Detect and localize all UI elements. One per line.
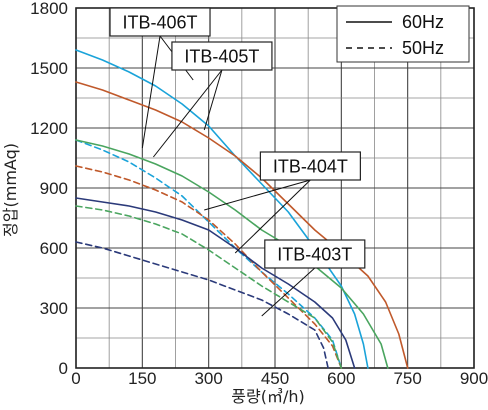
x-tick-label: 450	[261, 369, 289, 388]
x-tick-label: 150	[128, 369, 156, 388]
x-tick-label: 900	[460, 369, 488, 388]
y-tick-label: 1200	[30, 119, 68, 138]
callout-leader-line	[203, 69, 223, 131]
callout-label-itb-405t: ITB-405T	[184, 47, 259, 67]
legend: 60Hz 50Hz	[336, 5, 470, 63]
callout-box	[259, 151, 361, 181]
series-line-itb-405t-50hz	[75, 165, 343, 369]
callout-box	[109, 7, 211, 37]
x-tick-label: 750	[393, 369, 421, 388]
callout-group: ITB-406T ITB-405T ITB-404T ITB-403T	[109, 7, 366, 317]
callout-box	[264, 239, 366, 269]
legend-box	[336, 5, 470, 63]
callout-box	[171, 41, 273, 71]
callout-leader-line	[234, 179, 311, 254]
callout-label-itb-403t: ITB-403T	[277, 245, 352, 265]
legend-label-60hz: 60Hz	[402, 12, 444, 32]
callout-label-itb-406t: ITB-406T	[123, 13, 198, 33]
y-tick-label: 1800	[30, 0, 68, 18]
y-tick-label: 600	[40, 239, 68, 258]
x-tick-label: 600	[327, 369, 355, 388]
callout-leader-line	[152, 69, 223, 158]
y-tick-label: 1500	[30, 59, 68, 78]
plot-frame	[75, 7, 475, 369]
series-line-itb-406t-60hz	[75, 49, 369, 369]
y-tick-label: 300	[40, 299, 68, 318]
callout-leader-line	[204, 179, 311, 211]
series-line-itb-404t-50hz	[75, 205, 343, 369]
callout-leader-line	[261, 267, 316, 317]
legend-label-50hz: 50Hz	[402, 38, 444, 58]
x-tick-label: 300	[194, 369, 222, 388]
series-line-itb-403t-60hz	[75, 197, 356, 369]
series-line-itb-404t-60hz	[75, 139, 389, 369]
callout-leader-line	[141, 35, 161, 149]
series-line-itb-403t-50hz	[75, 241, 329, 369]
x-axis-title: 풍량(㎥/h)	[231, 387, 304, 406]
y-tick-label: 900	[40, 179, 68, 198]
y-tick-label: 0	[59, 359, 68, 378]
x-tick-label: 0	[71, 369, 80, 388]
tick-labels: 0 150 300 450 600 750 900 0 300 600 900 1200 1500 180…	[30, 0, 488, 388]
callout-label-itb-404t: ITB-404T	[273, 157, 348, 177]
y-axis-title: 정압(mmAq)	[1, 143, 20, 237]
